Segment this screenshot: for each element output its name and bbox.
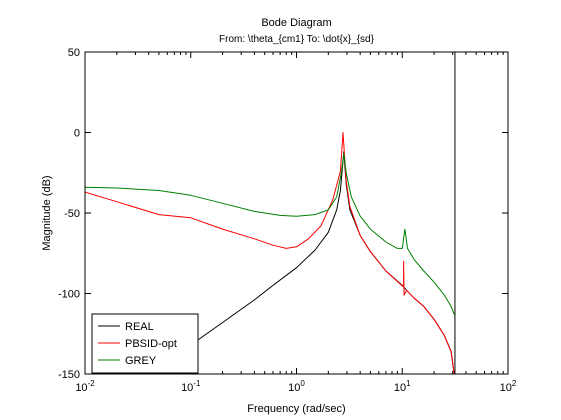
y-tick-label: -150 (58, 369, 80, 381)
x-tick-label: 10-2 (75, 379, 95, 394)
series-line-grey (85, 152, 455, 315)
x-tick-label: 101 (394, 379, 411, 394)
legend-label: GREY (125, 355, 157, 367)
y-tick-label: -50 (64, 208, 80, 220)
y-tick-label: -100 (58, 289, 80, 301)
x-tick-label: 100 (288, 379, 305, 394)
x-tick-label: 10-1 (181, 379, 201, 394)
chart-title: Bode Diagram (261, 17, 331, 29)
x-axis-label: Frequency (rad/sec) (247, 403, 345, 415)
series-layer (85, 132, 455, 374)
chart-subtitle: From: \theta_{cm1} To: \dot{x}_{sd} (219, 34, 375, 45)
y-tick-label: 0 (74, 128, 80, 140)
series-line-pbsid-opt (85, 132, 455, 374)
legend-label: PBSID-opt (125, 338, 177, 350)
legend-label: REAL (125, 321, 154, 333)
legend: REAL PBSID-opt GREY (91, 313, 199, 374)
y-tick-label: 50 (68, 47, 80, 59)
x-tick-label: 102 (500, 379, 517, 394)
axis-ticks: 10-2 10-1 100 101 102 50 0 -50 -100 -150 (58, 47, 517, 394)
y-axis-label: Magnitude (dB) (41, 175, 53, 250)
